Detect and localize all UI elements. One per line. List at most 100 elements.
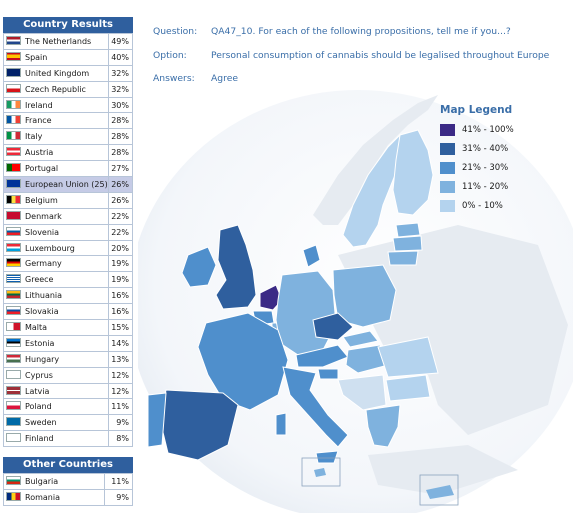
flag-icon <box>6 353 21 363</box>
option-text: Personal consumption of cannabis should … <box>211 50 550 61</box>
country-shape-lithuania <box>387 250 419 266</box>
result-row: Spain 40% <box>3 48 134 66</box>
result-value: 12% <box>107 382 134 400</box>
flag-icon <box>6 51 21 61</box>
result-row: France 28% <box>3 112 134 130</box>
country-shape-sardinia <box>275 412 287 436</box>
result-value: 26% <box>107 191 134 209</box>
legend-swatch <box>440 124 455 136</box>
country-name: Hungary <box>25 354 60 364</box>
question-text: QA47_10. For each of the following propo… <box>211 26 511 37</box>
result-country-cell: Ireland <box>3 96 109 114</box>
map-legend: Map Legend 41% - 100% 31% - 40% 21% - 30% 1… <box>440 104 514 219</box>
legend-title: Map Legend <box>440 104 513 116</box>
country-name: Finland <box>25 434 54 444</box>
result-row: Austria 28% <box>3 144 134 162</box>
result-row: Italy 28% <box>3 128 134 146</box>
result-value: 12% <box>107 366 134 384</box>
country-name: Czech Republic <box>25 84 86 94</box>
legend-item: 0% - 10% <box>440 200 514 212</box>
country-name: Poland <box>25 402 52 412</box>
country-shape-bulgaria <box>385 374 431 402</box>
country-name: Slovenia <box>25 227 60 237</box>
country-name: Romania <box>25 492 60 502</box>
result-value: 11% <box>107 398 134 416</box>
flag-icon <box>6 210 21 220</box>
legend-swatch <box>440 162 455 174</box>
country-name: The Netherlands <box>25 36 92 46</box>
result-row: The Netherlands 49% <box>3 33 134 50</box>
result-country-cell: Slovenia <box>3 223 109 241</box>
result-country-cell: Luxembourg <box>3 239 109 257</box>
flag-icon <box>6 401 21 411</box>
country-name: Sweden <box>25 418 57 428</box>
result-value: 30% <box>107 96 134 114</box>
result-row: Estonia 14% <box>3 334 134 352</box>
result-row: Slovenia 22% <box>3 223 134 241</box>
country-shape-sicily <box>315 450 339 464</box>
result-row: Czech Republic 32% <box>3 80 134 98</box>
non-eu-land-south <box>368 445 518 495</box>
result-country-cell: Sweden <box>3 414 109 432</box>
result-row: Latvia 12% <box>3 382 134 400</box>
country-results-table: The Netherlands 49% Spain 40% United Kingdom… <box>3 33 134 448</box>
country-shape-latvia <box>392 235 423 252</box>
result-value: 8% <box>107 430 134 448</box>
flag-icon <box>6 321 21 331</box>
result-value: 22% <box>107 207 134 225</box>
country-shape-cyprus <box>426 485 454 499</box>
other-countries-title: Other Countries <box>3 457 133 473</box>
result-country-cell: Belgium <box>3 191 109 209</box>
country-shape-portugal <box>147 392 167 448</box>
result-country-cell: Lithuania <box>3 287 109 305</box>
result-row: Denmark 22% <box>3 207 134 225</box>
result-value: 9% <box>107 414 134 432</box>
result-country-cell: Italy <box>3 128 109 146</box>
legend-item: 41% - 100% <box>440 124 514 136</box>
flag-icon <box>6 306 21 316</box>
flag-icon <box>6 491 21 501</box>
result-value: 15% <box>107 319 134 336</box>
result-value: 14% <box>107 334 134 352</box>
result-country-cell: United Kingdom <box>3 64 109 82</box>
flag-icon <box>6 131 21 141</box>
country-shape-poland <box>332 264 397 328</box>
result-country-cell: Romania <box>3 488 105 506</box>
country-name: United Kingdom <box>25 68 90 78</box>
result-value: 22% <box>107 223 134 241</box>
legend-swatch <box>440 181 455 193</box>
result-value: 26% <box>107 176 134 193</box>
country-name: Denmark <box>25 211 62 221</box>
result-value: 16% <box>107 303 134 321</box>
country-shape-slovenia <box>317 368 339 380</box>
flag-icon <box>6 258 21 268</box>
country-name: France <box>25 116 52 126</box>
result-country-cell: Bulgaria <box>3 473 105 490</box>
result-value: 9% <box>104 488 133 506</box>
country-shape-denmark <box>302 244 321 268</box>
country-name: Ireland <box>25 100 53 110</box>
country-name: Slovakia <box>25 307 59 317</box>
result-country-cell: Czech Republic <box>3 80 109 98</box>
result-row: Malta 15% <box>3 319 134 336</box>
result-country-cell: Latvia <box>3 382 109 400</box>
result-value: 16% <box>107 287 134 305</box>
legend-label: 21% - 30% <box>462 163 509 173</box>
result-value: 28% <box>107 112 134 130</box>
result-value: 13% <box>107 350 134 368</box>
result-country-cell: Greece <box>3 271 109 289</box>
country-shape-balkans <box>337 374 387 411</box>
answers-text: Agree <box>211 73 238 84</box>
flag-icon <box>6 242 21 252</box>
flag-icon <box>6 99 21 109</box>
flag-icon <box>6 178 21 188</box>
answers-label: Answers: <box>153 73 195 84</box>
result-country-cell: Portugal <box>3 160 109 178</box>
country-shape-finland <box>392 129 434 216</box>
result-row: Lithuania 16% <box>3 287 134 305</box>
country-name: Luxembourg <box>25 243 75 253</box>
country-shape-estonia <box>395 222 421 238</box>
result-country-cell: Malta <box>3 319 109 336</box>
country-shape-austria <box>295 344 349 368</box>
result-country-cell: Finland <box>3 430 109 448</box>
